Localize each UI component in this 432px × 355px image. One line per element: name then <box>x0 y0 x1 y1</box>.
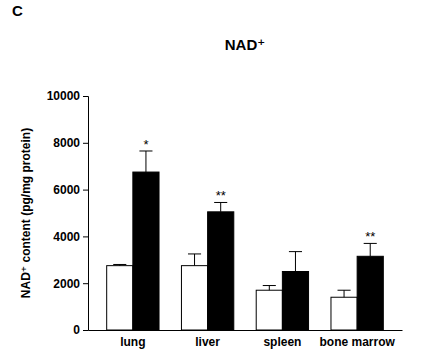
error-bar <box>214 202 227 211</box>
error-bar <box>188 254 201 266</box>
y-tick-label: 8000 <box>53 136 80 150</box>
y-tick: 6000 <box>53 183 88 197</box>
error-bar <box>289 252 302 272</box>
y-tick-mark <box>83 96 88 97</box>
bar <box>208 212 234 330</box>
error-cap <box>338 290 351 291</box>
significance: * <box>143 137 148 152</box>
title: NAD⁺ <box>225 36 265 53</box>
y-tick-mark <box>83 236 88 237</box>
error-stem <box>145 151 146 172</box>
y-tick-mark <box>83 330 88 331</box>
error-stem <box>344 290 345 297</box>
error-bar <box>364 243 377 256</box>
y-tick-mark <box>83 283 88 284</box>
bar <box>181 266 207 330</box>
y-axis-line <box>83 97 89 331</box>
x-axis-line <box>89 330 403 331</box>
y-tick: 8000 <box>53 136 88 150</box>
x-tick: liver <box>195 330 220 349</box>
x-tick-label: bone marrow <box>319 335 395 349</box>
error-cap <box>188 253 201 254</box>
bar <box>133 172 159 330</box>
error-cap <box>289 251 302 252</box>
error-stem <box>220 202 221 211</box>
error-stem <box>370 243 371 256</box>
error-bar <box>338 290 351 297</box>
y-tick: 0 <box>73 323 88 337</box>
error-stem <box>194 254 195 266</box>
bar <box>331 297 357 330</box>
error-stem <box>295 252 296 272</box>
y-tick: 10000 <box>47 89 88 103</box>
x-axis: lung liver spleen bone marrow <box>89 330 403 349</box>
y-tick-label: 0 <box>73 323 80 337</box>
y-tick: 2000 <box>53 277 88 291</box>
x-tick: bone marrow <box>319 330 395 349</box>
error-bar <box>263 286 276 291</box>
x-tick-label: lung <box>120 335 145 349</box>
significance: ** <box>365 229 375 244</box>
bars <box>107 151 384 330</box>
y-tick: 4000 <box>53 230 88 244</box>
y-axis: 0 2000 4000 6000 8000 10000 <box>47 89 89 337</box>
y-tick-label: 2000 <box>53 277 80 291</box>
error-stem <box>269 286 270 291</box>
bar <box>256 290 282 330</box>
panel-label: C <box>12 2 23 19</box>
y-tick-mark <box>83 190 88 191</box>
significance: ** <box>216 188 226 203</box>
error-bar <box>113 264 126 265</box>
y-tick-label: 10000 <box>47 89 81 103</box>
x-tick: spleen <box>263 330 301 349</box>
bar <box>107 266 133 330</box>
y-tick-label: 6000 <box>53 183 80 197</box>
x-tick-label: liver <box>195 335 220 349</box>
error-cap <box>263 285 276 286</box>
error-cap <box>113 264 126 265</box>
y-tick-mark <box>83 143 88 144</box>
y-axis-title: NAD⁺ content (pg/mg protein) <box>19 128 33 298</box>
bar <box>282 272 308 331</box>
y-tick-label: 4000 <box>53 230 80 244</box>
chart: CNAD⁺NAD⁺ content (pg/mg protein)*****02… <box>0 0 432 355</box>
error-bar <box>139 151 152 172</box>
x-tick-label: spleen <box>263 335 301 349</box>
x-tick: lung <box>120 330 145 349</box>
bar <box>357 256 383 330</box>
plot: *****0200040006000800010000lungliversple… <box>47 89 403 349</box>
